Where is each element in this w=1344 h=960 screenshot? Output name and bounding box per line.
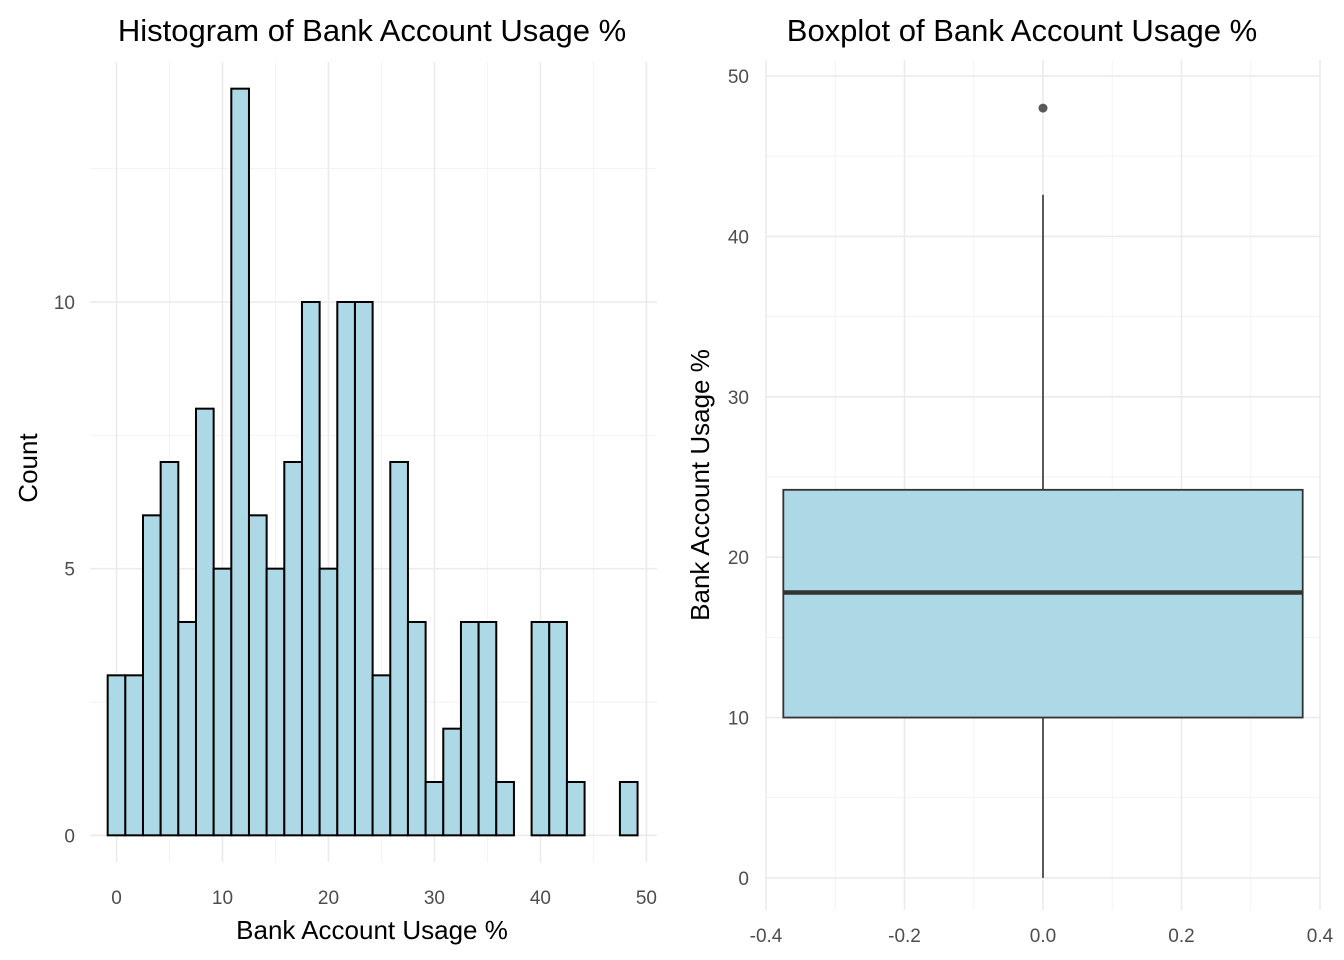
histogram-bar [353, 301, 374, 837]
histogram-panel: Histogram of Bank Account Usage % 0 10 20 3… [13, 13, 657, 945]
boxplot-x-tick-label: 0.0 [1030, 926, 1056, 947]
boxplot-x-tick-label: -0.2 [888, 926, 921, 947]
histogram-bars [106, 87, 639, 837]
boxplot-box [782, 488, 1304, 719]
histogram-title: Histogram of Bank Account Usage % [118, 13, 626, 48]
histogram-x-tick-label: 10 [212, 888, 233, 909]
histogram-x-tick-label: 30 [424, 888, 445, 909]
histogram-bar [548, 621, 568, 837]
histogram-bar [177, 621, 197, 837]
histogram-bar [283, 461, 303, 837]
boxplot-y-tick-label: 40 [728, 227, 749, 248]
boxplot-x-tick-label: -0.4 [750, 926, 783, 947]
boxplot-y-tick-labels: 0 10 20 30 40 50 [728, 67, 749, 890]
histogram-bar [424, 781, 445, 837]
histogram-bar [124, 674, 144, 837]
boxplot-y-tick-label: 50 [728, 67, 749, 88]
histogram-x-axis-title: Bank Account Usage % [236, 915, 508, 945]
histogram-bar [247, 514, 268, 837]
histogram-y-tick-labels: 0 5 10 [54, 293, 75, 847]
boxplot-panel: Boxplot of Bank Account Usage % -0.4 -0.2… [685, 13, 1334, 947]
histogram-bar [565, 781, 586, 837]
boxplot-y-tick-label: 20 [728, 548, 749, 569]
histogram-bar [477, 621, 498, 837]
histogram-bar [300, 301, 321, 837]
histogram-bar [212, 567, 233, 837]
histogram-y-tick-label: 0 [64, 826, 75, 847]
boxplot-title: Boxplot of Bank Account Usage % [787, 13, 1257, 48]
histogram-bar [141, 514, 162, 837]
histogram-y-axis-title: Count [13, 433, 43, 503]
histogram-bar [159, 461, 180, 837]
histogram-bar [265, 567, 286, 837]
histogram-bar [442, 727, 462, 837]
boxplot-x-tick-labels: -0.4 -0.2 0.0 0.2 0.4 [750, 926, 1334, 947]
histogram-bar [336, 301, 356, 837]
boxplot-outlier-point [1038, 103, 1048, 113]
boxplot-x-tick-label: 0.4 [1307, 926, 1334, 947]
histogram-y-tick-label: 5 [64, 560, 75, 581]
histogram-x-tick-label: 40 [530, 888, 551, 909]
histogram-y-tick-label: 10 [54, 293, 75, 314]
histogram-bar [106, 674, 127, 837]
histogram-bar [530, 621, 551, 837]
histogram-x-tick-labels: 0 10 20 30 40 50 [111, 888, 657, 909]
histogram-bar [194, 407, 215, 837]
histogram-bar [389, 461, 409, 837]
boxplot-y-tick-label: 30 [728, 388, 749, 409]
histogram-bar [230, 87, 250, 837]
histogram-bar [495, 781, 515, 837]
histogram-bar [618, 781, 639, 837]
boxplot-y-tick-label: 0 [738, 869, 749, 890]
histogram-x-tick-label: 20 [318, 888, 339, 909]
histogram-bar [459, 621, 480, 837]
histogram-x-tick-label: 50 [636, 888, 657, 909]
histogram-bar [406, 621, 427, 837]
histogram-x-tick-label: 0 [111, 888, 122, 909]
boxplot-y-axis-title: Bank Account Usage % [685, 349, 715, 621]
boxplot-x-tick-label: 0.2 [1168, 926, 1194, 947]
histogram-bar [318, 567, 339, 837]
histogram-bar [371, 674, 392, 837]
boxplot-marks [782, 103, 1304, 878]
boxplot-y-tick-label: 10 [728, 709, 749, 730]
